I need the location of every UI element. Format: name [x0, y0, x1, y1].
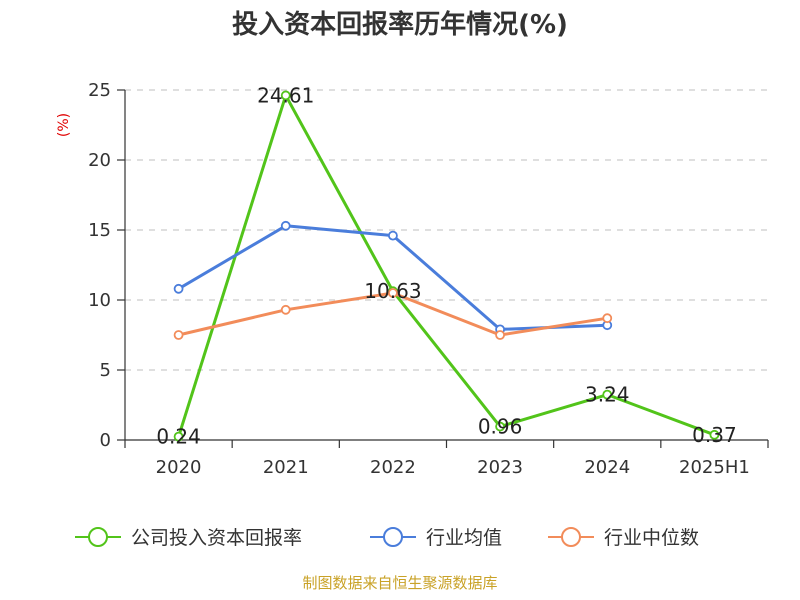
series-point-0 [495, 421, 505, 432]
data-label: 24.61 [257, 83, 314, 107]
source-note: 制图数据来自恒生聚源数据库 [302, 574, 497, 592]
legend-label: 行业中位数 [604, 527, 699, 549]
legend-item-0[interactable]: 公司投入资本回报率 [75, 527, 302, 549]
series-point-2 [602, 313, 613, 324]
series-point-0 [280, 90, 291, 101]
y-tick-label: 5 [100, 360, 111, 381]
series-point-0 [709, 429, 720, 440]
axes: 0 5 10 15 20 25 2020 2021 2022 2023 2024 2025H1 [88, 80, 769, 478]
series-point-1 [173, 283, 184, 294]
chart-title: 投入资本回报率历年情况(%) [232, 9, 568, 40]
series-point-2 [388, 288, 398, 298]
y-axis-label: (%) [56, 113, 72, 137]
y-tick-label: 0 [100, 430, 111, 451]
y-tick-label: 25 [88, 80, 111, 101]
series-point-0 [602, 389, 613, 400]
series-line-0 [177, 93, 715, 438]
y-tick-label: 15 [88, 220, 111, 241]
series-layer [173, 90, 720, 442]
legend-marker [383, 527, 403, 547]
data-label: 3.24 [585, 383, 630, 407]
x-tick-label: 2024 [584, 457, 630, 478]
legend-label: 公司投入资本回报率 [131, 527, 302, 549]
x-tick-label: 2022 [370, 457, 416, 478]
series-point-0 [173, 431, 184, 442]
grid [125, 89, 768, 371]
y-tick-label: 10 [88, 290, 111, 311]
legend-item-1[interactable]: 行业均值 [370, 527, 502, 549]
legend-marker [561, 527, 581, 547]
data-label: 0.96 [478, 415, 523, 439]
data-label: 10.63 [364, 279, 421, 303]
data-labels: 0.24 24.61 10.63 0.96 3.24 0.37 [156, 83, 736, 448]
series-point-2 [280, 304, 291, 315]
legend-item-2[interactable]: 行业中位数 [548, 527, 699, 549]
y-tick-label: 20 [88, 150, 111, 171]
x-tick-label: 2025H1 [679, 457, 750, 478]
data-label: 0.37 [692, 423, 737, 447]
legend-label: 行业均值 [426, 527, 502, 549]
series-point-2 [173, 330, 184, 340]
series-point-1 [388, 230, 398, 241]
legend[interactable]: 公司投入资本回报率 行业均值 行业中位数 [75, 527, 699, 549]
series-line-1 [177, 224, 608, 331]
series-point-1 [280, 220, 291, 231]
x-tick-label: 2023 [477, 457, 523, 478]
legend-marker [88, 527, 108, 547]
data-label: 0.24 [156, 425, 201, 449]
series-point-2 [495, 330, 505, 340]
x-tick-label: 2021 [263, 457, 309, 478]
x-tick-label: 2020 [156, 457, 202, 478]
